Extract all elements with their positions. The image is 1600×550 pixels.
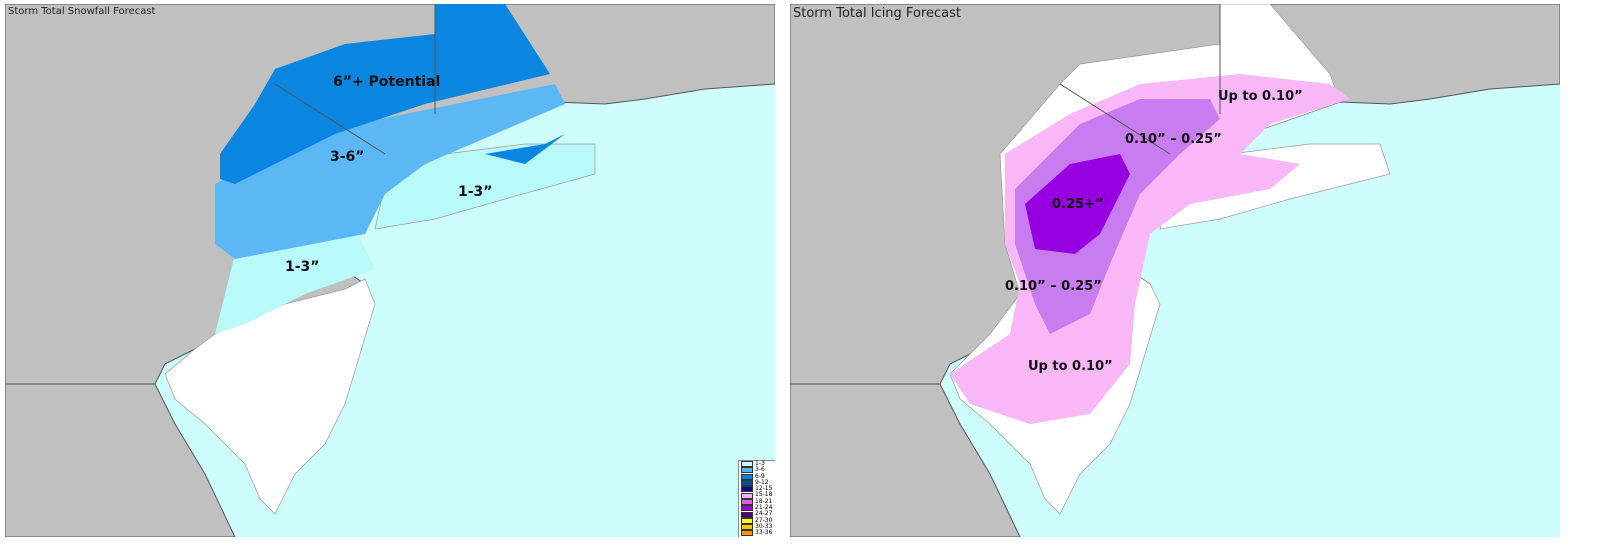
- snow-6-plus-2: [485, 134, 565, 164]
- legend-item: 6-9: [739, 472, 775, 480]
- state-border: [1059, 4, 1221, 155]
- legend-item: 12-15: [739, 485, 775, 493]
- nj-white: [164, 278, 376, 515]
- icing-map: [790, 4, 1560, 537]
- legend-label: 30-33: [755, 522, 773, 530]
- map-label: Up to 0.10”: [1028, 359, 1113, 374]
- legend-swatch: [741, 524, 753, 531]
- snowfall-map: [5, 4, 775, 537]
- map-label: 0.25+”: [1052, 197, 1104, 212]
- snow-1-3-li: [374, 143, 596, 230]
- legend-label: 33-36: [755, 529, 773, 537]
- legend-swatch: [741, 498, 753, 505]
- map-label: Up to 0.10”: [1218, 89, 1303, 104]
- legend-item: 9-12: [739, 478, 775, 487]
- legend-swatch: [741, 511, 753, 518]
- map-label: 0.10” – 0.25”: [1005, 279, 1102, 294]
- legend-label: 9-12: [755, 478, 769, 486]
- legend-label: 12-15: [755, 485, 773, 493]
- legend-item: 33-36: [739, 529, 775, 537]
- legend-label: 18-21: [755, 497, 773, 505]
- state-border: [274, 4, 436, 155]
- map-title: Storm Total Snowfall Forecast: [8, 6, 156, 17]
- land-lower-gray: [790, 383, 1021, 537]
- legend-swatch: [741, 505, 753, 512]
- legend-label: 27-30: [755, 516, 773, 524]
- legend-label: 24-27: [755, 510, 773, 518]
- legend-item: 15-18: [739, 491, 775, 499]
- legend-swatch: [741, 530, 753, 537]
- legend-label: 21-24: [755, 504, 773, 512]
- legend-swatch: [741, 467, 753, 474]
- snow-1-3-nj: [215, 229, 375, 334]
- legend-swatch: [741, 486, 753, 493]
- ice-mid: [1015, 99, 1220, 334]
- map-label: 1-3”: [285, 259, 320, 275]
- legend-item: 30-33: [739, 522, 775, 531]
- legend-swatch: [741, 517, 753, 524]
- snow-6-plus: [220, 4, 550, 184]
- legend-item: 18-21: [739, 497, 775, 505]
- legend-label: 3-6: [755, 466, 765, 474]
- snow-3-6: [215, 84, 565, 259]
- legend-item: 27-30: [739, 516, 775, 524]
- map-title: Storm Total Icing Forecast: [793, 6, 961, 21]
- legend-swatch: [741, 461, 753, 468]
- map-label: 3-6”: [330, 149, 365, 165]
- map-label: 6”+ Potential: [333, 74, 441, 90]
- legend-label: 6-9: [755, 472, 765, 480]
- map-label: 1-3”: [458, 184, 493, 200]
- legend-label: 1-3: [755, 460, 765, 467]
- land-lower-gray: [5, 383, 236, 537]
- snowfall-map-panel: Storm Total Snowfall Forecast 6”+ Potent…: [5, 4, 775, 537]
- legend-item: 21-24: [739, 504, 775, 512]
- legend-swatch: [741, 492, 753, 499]
- legend-item: 1-3: [739, 460, 775, 468]
- map-label: 0.10” – 0.25”: [1125, 132, 1222, 147]
- legend-label: 15-18: [755, 491, 773, 499]
- map-legend: 1-3 3-6 6-9 9-12 12-15 15-18 18-21 21-24 24-27 27…: [738, 460, 775, 537]
- icing-map-panel: Storm Total Icing Forecast Up to 0.10” 0…: [790, 4, 1560, 537]
- legend-item: 24-27: [739, 510, 775, 518]
- legend-swatch: [741, 480, 753, 487]
- legend-item: 3-6: [739, 466, 775, 474]
- legend-swatch: [741, 473, 753, 480]
- ice-heavy: [1025, 154, 1130, 254]
